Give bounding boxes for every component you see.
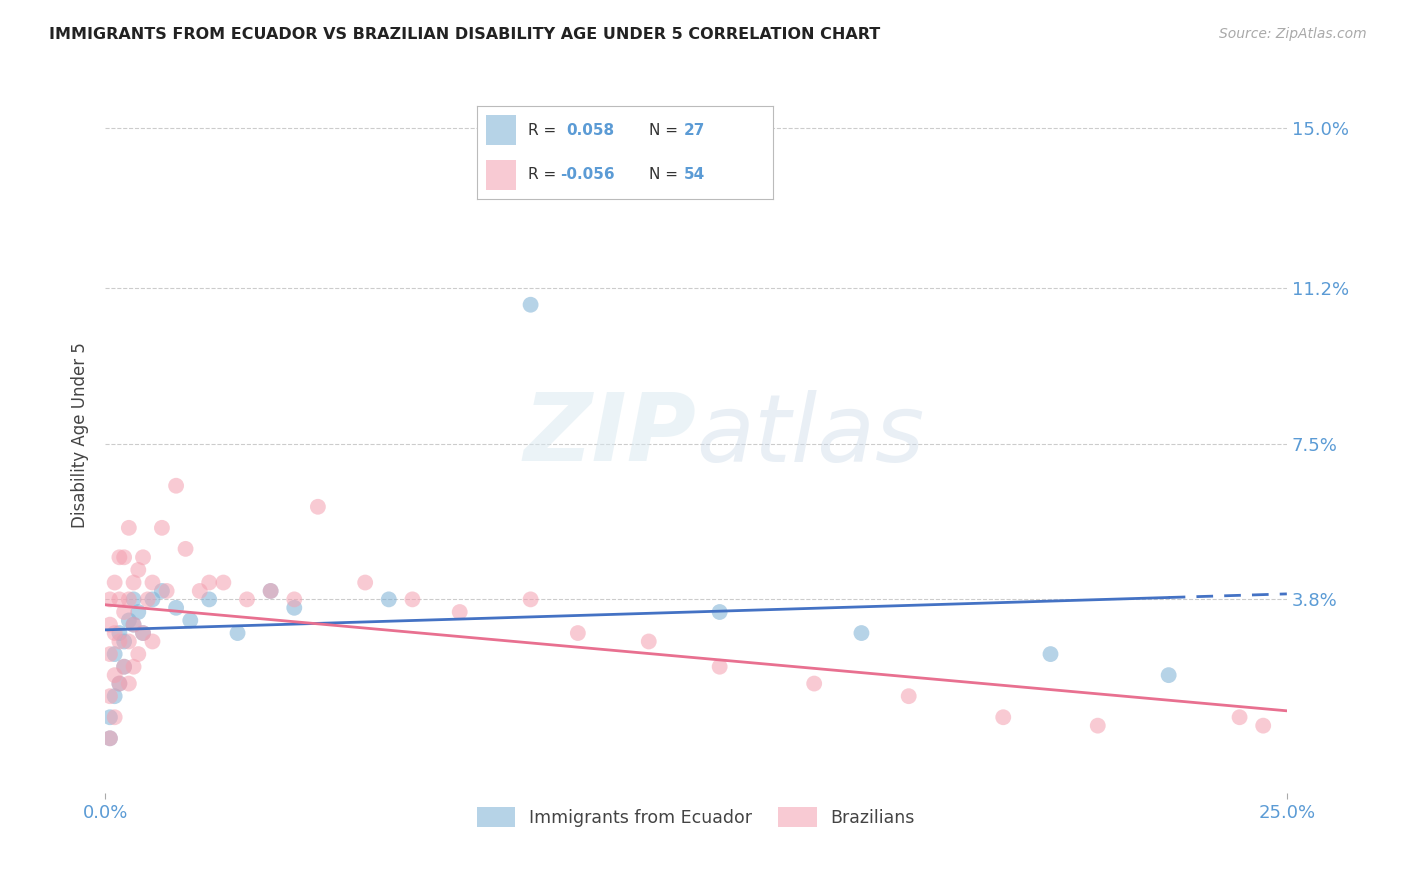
Point — [127, 563, 149, 577]
Point — [104, 575, 127, 590]
Point — [112, 634, 135, 648]
Point — [132, 626, 155, 640]
Point — [112, 659, 135, 673]
Point — [259, 584, 281, 599]
Point — [283, 600, 305, 615]
Point — [104, 710, 127, 724]
Point — [108, 676, 131, 690]
Text: Source: ZipAtlas.com: Source: ZipAtlas.com — [1219, 27, 1367, 41]
Point — [174, 541, 197, 556]
Point — [108, 550, 131, 565]
Point — [212, 575, 235, 590]
Point — [98, 592, 121, 607]
Point — [1251, 719, 1274, 733]
Point — [803, 676, 825, 690]
Point — [198, 575, 221, 590]
Point — [709, 659, 731, 673]
Point — [188, 584, 211, 599]
Point — [118, 634, 141, 648]
Point — [236, 592, 259, 607]
Point — [993, 710, 1015, 724]
Point — [150, 584, 173, 599]
Point — [108, 626, 131, 640]
Point — [127, 605, 149, 619]
Point — [165, 479, 187, 493]
Point — [122, 592, 145, 607]
Point — [108, 592, 131, 607]
Point — [401, 592, 423, 607]
Point — [897, 689, 920, 703]
Point — [127, 647, 149, 661]
Point — [104, 647, 127, 661]
Point — [118, 521, 141, 535]
Point — [226, 626, 249, 640]
Point — [519, 298, 541, 312]
Point — [104, 626, 127, 640]
Point — [141, 592, 163, 607]
Point — [98, 689, 121, 703]
Point — [141, 575, 163, 590]
Point — [1087, 719, 1109, 733]
Point — [98, 617, 121, 632]
Point — [198, 592, 221, 607]
Point — [118, 592, 141, 607]
Point — [150, 521, 173, 535]
Point — [141, 634, 163, 648]
Point — [122, 617, 145, 632]
Point — [104, 689, 127, 703]
Point — [112, 550, 135, 565]
Point — [122, 575, 145, 590]
Point — [449, 605, 471, 619]
Point — [112, 659, 135, 673]
Point — [179, 614, 201, 628]
Legend: Immigrants from Ecuador, Brazilians: Immigrants from Ecuador, Brazilians — [470, 800, 922, 834]
Point — [98, 647, 121, 661]
Point — [122, 659, 145, 673]
Point — [156, 584, 179, 599]
Point — [118, 614, 141, 628]
Point — [637, 634, 659, 648]
Point — [307, 500, 329, 514]
Point — [709, 605, 731, 619]
Point — [122, 617, 145, 632]
Point — [132, 626, 155, 640]
Point — [104, 668, 127, 682]
Point — [1039, 647, 1062, 661]
Point — [112, 605, 135, 619]
Y-axis label: Disability Age Under 5: Disability Age Under 5 — [72, 343, 89, 528]
Point — [378, 592, 401, 607]
Point — [132, 550, 155, 565]
Point — [1229, 710, 1251, 724]
Point — [851, 626, 873, 640]
Point — [118, 676, 141, 690]
Point — [136, 592, 159, 607]
Point — [519, 592, 541, 607]
Point — [354, 575, 377, 590]
Point — [1157, 668, 1180, 682]
Text: IMMIGRANTS FROM ECUADOR VS BRAZILIAN DISABILITY AGE UNDER 5 CORRELATION CHART: IMMIGRANTS FROM ECUADOR VS BRAZILIAN DIS… — [49, 27, 880, 42]
Point — [108, 634, 131, 648]
Text: ZIP: ZIP — [523, 389, 696, 481]
Point — [98, 731, 121, 746]
Text: atlas: atlas — [696, 390, 924, 481]
Point — [98, 710, 121, 724]
Point — [567, 626, 589, 640]
Point — [98, 731, 121, 746]
Point — [108, 676, 131, 690]
Point — [283, 592, 305, 607]
Point — [259, 584, 281, 599]
Point — [165, 600, 187, 615]
